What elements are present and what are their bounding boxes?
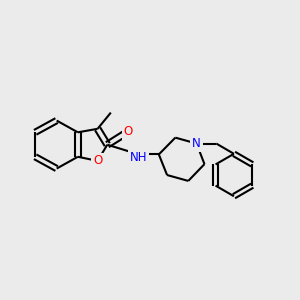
Text: N: N	[192, 137, 201, 150]
Text: NH: NH	[130, 151, 148, 164]
Text: O: O	[93, 154, 102, 167]
Text: O: O	[123, 125, 133, 138]
